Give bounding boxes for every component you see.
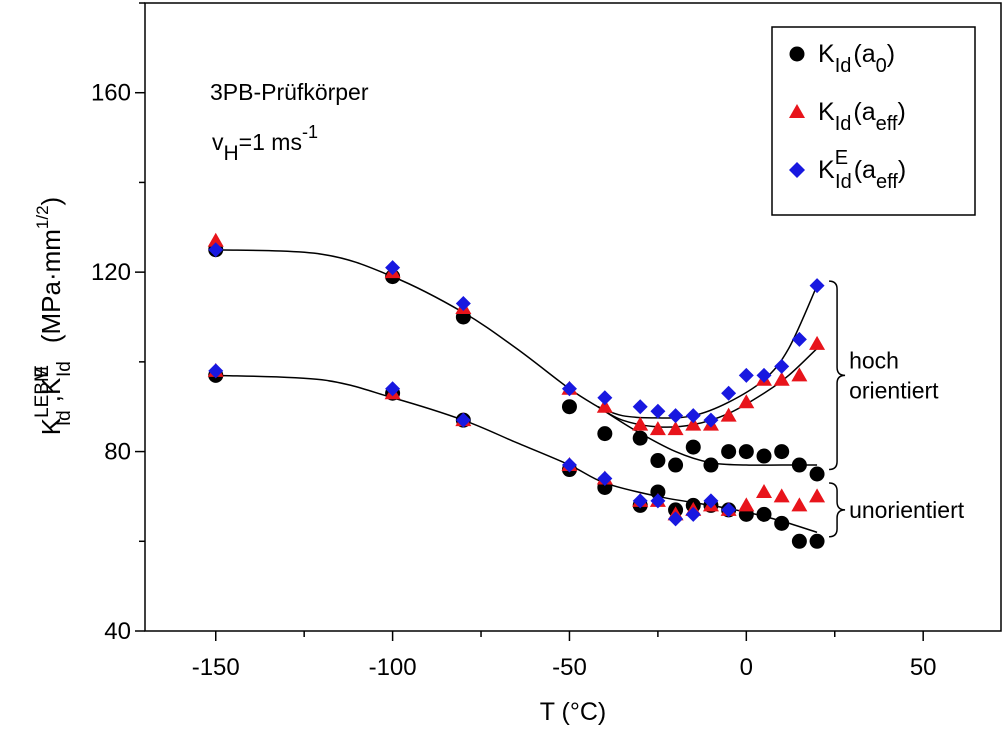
point-diamond	[703, 493, 719, 509]
x-tick-label: 0	[740, 654, 753, 681]
bracket	[829, 280, 846, 471]
legend-label: KE Id(aeff)	[818, 147, 906, 193]
point-diamond	[668, 511, 684, 527]
legend-label: KId(a0)	[818, 40, 895, 77]
point-circle	[650, 453, 666, 469]
point-triangle	[596, 398, 613, 413]
point-diamond	[685, 408, 701, 424]
point-diamond	[738, 367, 754, 383]
point-diamond	[721, 385, 737, 401]
point-triangle	[809, 335, 826, 350]
y-tick-label: 80	[104, 439, 131, 466]
point-diamond	[385, 381, 401, 397]
point-diamond	[756, 367, 772, 383]
point-circle	[721, 444, 737, 460]
point-circle	[791, 457, 807, 473]
point-circle	[774, 444, 790, 460]
point-triangle	[649, 421, 666, 436]
point-triangle	[738, 394, 755, 409]
legend-box	[771, 26, 976, 216]
plot-frame	[144, 2, 1002, 632]
point-circle	[668, 457, 684, 473]
point-triangle	[738, 497, 755, 512]
y-tick-label: 160	[91, 80, 131, 107]
point-circle	[809, 533, 825, 549]
point-diamond	[650, 493, 666, 509]
fit-curve-upper-hoch-Keff	[597, 347, 818, 428]
legend-label: KId(aeff)	[818, 98, 906, 135]
point-diamond	[632, 399, 648, 415]
point-diamond	[597, 390, 613, 406]
y-tick-label: 120	[91, 259, 131, 286]
point-circle	[756, 506, 772, 522]
point-triangle	[756, 483, 773, 498]
point-diamond	[809, 278, 825, 294]
legend-item: KId(a0)	[789, 40, 895, 77]
brackets: hoch orientiert unorientiert	[829, 280, 965, 538]
point-diamond	[685, 506, 701, 522]
bracket-label: unorientiert	[849, 497, 965, 523]
point-circle	[756, 448, 772, 464]
point-diamond	[650, 403, 666, 419]
y-tick-label: 40	[104, 618, 131, 645]
point-triangle	[685, 416, 702, 431]
legend-marker-diamond	[789, 162, 805, 178]
legend-marker-circle	[789, 46, 805, 62]
point-triangle	[773, 371, 790, 386]
annotation-speed: vH=1 ms-1	[212, 122, 318, 165]
point-diamond	[561, 381, 577, 397]
point-circle	[703, 457, 719, 473]
point-diamond	[455, 412, 471, 428]
point-diamond	[597, 470, 613, 486]
point-diamond	[455, 296, 471, 312]
x-tick-label: -50	[552, 654, 587, 681]
point-circle	[774, 515, 790, 531]
point-circle	[738, 444, 754, 460]
point-triangle	[632, 416, 649, 431]
point-triangle	[791, 367, 808, 382]
point-triangle	[207, 232, 224, 247]
point-diamond	[385, 260, 401, 276]
annotation-title: 3PB-Prüfkörper	[210, 79, 369, 105]
point-circle	[650, 484, 666, 500]
point-diamond	[668, 408, 684, 424]
x-tick-label: 50	[910, 654, 937, 681]
point-triangle	[720, 407, 737, 422]
point-triangle	[791, 497, 808, 512]
point-diamond	[208, 242, 224, 258]
point-diamond	[791, 331, 807, 347]
bracket-label: orientiert	[849, 377, 939, 403]
legend-item: KE Id(aeff)	[789, 147, 906, 193]
point-circle	[685, 439, 701, 455]
point-circle	[809, 466, 825, 482]
bracket	[829, 482, 846, 538]
x-axis-label: T (°C)	[540, 698, 606, 726]
point-circle	[791, 533, 807, 549]
point-circle	[632, 430, 648, 446]
point-circle	[597, 426, 613, 442]
bracket-label: hoch	[849, 347, 899, 373]
point-triangle	[809, 488, 826, 503]
x-tick-label: -100	[369, 654, 417, 681]
point-diamond	[208, 363, 224, 379]
point-diamond	[561, 457, 577, 473]
x-axis: -150 -100 -50 0 50	[192, 631, 937, 681]
x-tick-label: -150	[192, 654, 240, 681]
fit-curve-upper-common	[215, 248, 599, 408]
fit-curve-upper-hoch-KE	[597, 285, 818, 419]
legend-item: KId(aeff)	[789, 98, 906, 135]
point-circle	[561, 399, 577, 415]
point-diamond	[774, 358, 790, 374]
y-axis-label: KLEBMId,KEId(MPa·mm1/2)	[32, 197, 75, 435]
point-triangle	[667, 421, 684, 436]
data-points	[207, 232, 826, 549]
legend-marker-triangle	[789, 104, 805, 118]
point-diamond	[703, 412, 719, 428]
legend: KId(a0) KId(aeff) KE Id(aeff)	[771, 26, 976, 216]
point-diamond	[632, 493, 648, 509]
point-diamond	[721, 502, 737, 518]
point-triangle	[773, 488, 790, 503]
y-axis: 40 80 120 160	[91, 2, 145, 645]
